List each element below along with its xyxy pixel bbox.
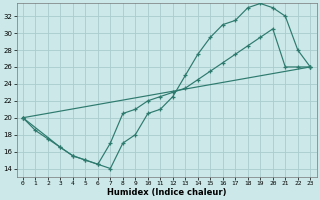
X-axis label: Humidex (Indice chaleur): Humidex (Indice chaleur) bbox=[107, 188, 226, 197]
